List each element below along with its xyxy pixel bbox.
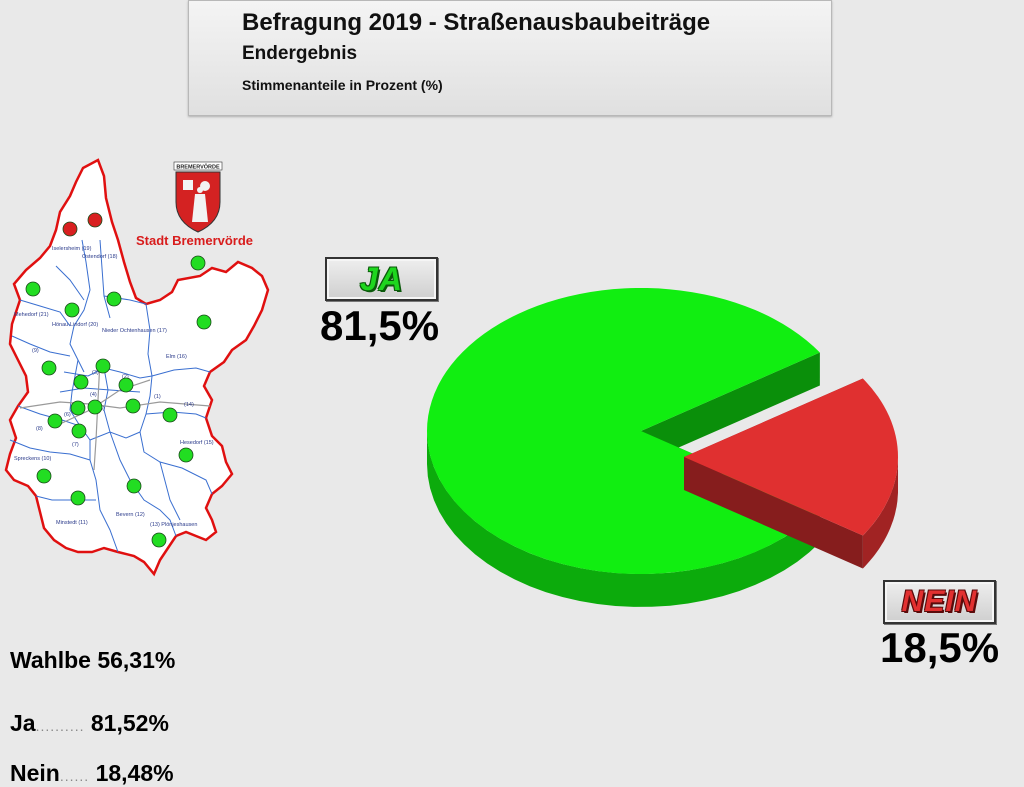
roads [19,359,211,471]
district-marker-green [178,447,194,463]
district-borders [9,239,213,553]
label-7: (7) [72,442,79,448]
ja-percentage: 81,5% [320,302,440,349]
turnout-label: Wahlbe [10,647,91,673]
district-marker-green [64,302,80,318]
title-panel: Befragung 2019 - Straßenausbaubeiträge E… [188,0,832,116]
label-1: (1) [154,394,161,400]
label-elm: Elm (16) [166,354,187,360]
nein-label: Nein [10,760,60,786]
label-iselersheim: Iselersheim (19) [52,246,92,252]
label-bevern: Bevern (12) [116,512,145,518]
page-subtitle: Endergebnis [242,43,358,64]
label-9: (9) [32,348,39,354]
nein-row: Nein...... 18,48% [10,760,174,787]
label-mehedorf: Mehedorf (21) [14,312,49,318]
district-marker-green [70,400,86,416]
district-map: Iselersheim (19) Ostendorf (18) Mehedorf… [4,158,270,577]
nein-badge: NEIN [883,580,996,624]
district-marker-green [25,281,41,297]
district-marker-green [73,374,89,390]
pie-slice-ja-top [427,288,820,575]
district-marker-green [196,314,212,330]
district-marker-green [87,399,103,415]
ja-row: Ja.......... 81,52% [10,710,169,737]
pie-slice-ja-side [427,431,820,607]
label-14: (14) [184,402,194,408]
district-marker-green [151,532,167,548]
turnout-row: Wahlbe 56,31% [10,647,175,674]
district-marker-green [106,291,122,307]
district-marker-green [36,468,52,484]
ja-label: Ja [10,710,36,736]
pie-slice-ja-cut-face [641,431,820,543]
district-marker-red [62,221,78,237]
pie-slice-nein-cut-face [684,457,863,569]
label-ostendorf: Ostendorf (18) [82,254,118,260]
district-marker-green [126,478,142,494]
nein-dots: ...... [59,768,90,784]
ja-dots: .......... [35,718,85,734]
district-marker-green [47,413,63,429]
city-crest: BREMERVÖRDE [173,161,223,233]
nein-value: 18,48% [95,760,174,786]
label-ploenjeshausen: (13) Plönjeshausen [150,522,197,528]
label-spreckens: Spreckens (10) [14,456,51,462]
label-hesedorf: Hesedorf (15) [180,440,214,446]
label-6: (6) [64,412,71,418]
district-marker-green [125,398,141,414]
district-marker-green [70,490,86,506]
label-nieder-ochtenhausen: Nieder Ochtenhausen (17) [102,328,167,334]
district-marker-green [95,358,111,374]
district-markers [25,212,212,548]
ja-value: 81,52% [90,710,169,736]
district-marker-green [190,255,206,271]
page-title: Befragung 2019 - Straßenausbaubeiträge [242,9,711,36]
crest-banner: BREMERVÖRDE [176,164,220,171]
label-minstedt: Minstedt (11) [56,520,88,526]
label-8: (8) [36,426,43,432]
turnout-value: 56,31% [97,647,176,673]
district-marker-green [118,377,134,393]
district-marker-green [41,360,57,376]
ja-badge: JA [325,257,438,301]
chart-caption: Stimmenanteile in Prozent (%) [242,77,443,93]
district-marker-green [162,407,178,423]
city-boundary [4,158,270,577]
pie-slice-nein-side [862,457,898,569]
label-hoenau: Hönau-Lindorf (20) [52,322,98,328]
pie-slice-ja-cut-face [641,352,820,464]
district-marker-red [87,212,103,228]
label-2: (2) [122,374,129,380]
label-3: (3) [92,370,99,376]
city-name: Stadt Bremervörde [136,233,253,248]
pie-slice-nein-cut-face [684,378,863,490]
label-4: (4) [90,392,97,398]
nein-percentage: 18,5% [880,624,1000,671]
district-marker-green [71,423,87,439]
pie-slice-nein-top [684,378,899,536]
